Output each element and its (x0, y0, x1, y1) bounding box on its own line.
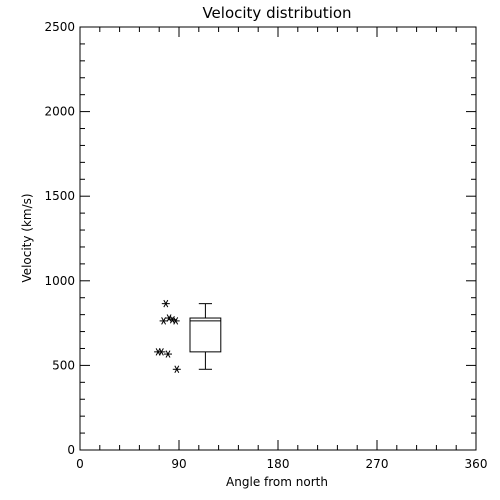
asterisk-stroke (174, 365, 180, 374)
x-tick-label: 270 (366, 457, 389, 471)
y-tick-label: 2500 (44, 20, 75, 34)
chart-title: Velocity distribution (202, 4, 351, 22)
x-axis-label: Angle from north (226, 475, 328, 489)
data-point-asterisk (164, 350, 172, 358)
scatter-points (154, 299, 181, 374)
axis-tick-labels: 0 90 180 270 360 0 500 1000 1500 2000 2500 (44, 20, 487, 471)
data-point-asterisk (157, 348, 166, 356)
asterisk-stroke (161, 317, 167, 325)
data-point-asterisk (159, 317, 168, 325)
y-axis-label: Velocity (km/s) (20, 193, 34, 282)
asterisk-stroke (169, 315, 175, 324)
asterisk-stroke (166, 314, 172, 322)
data-point-asterisk (161, 299, 170, 308)
y-tick-label: 500 (52, 358, 75, 372)
y-tick-label: 1500 (44, 189, 75, 203)
y-tick-label: 0 (67, 443, 75, 457)
x-tick-label: 180 (267, 457, 290, 471)
y-tick-label: 1000 (44, 274, 75, 288)
box-iqr (189, 317, 222, 353)
asterisk-stroke (173, 317, 179, 325)
asterisk-stroke (165, 350, 171, 358)
data-point-asterisk (171, 317, 180, 325)
x-tick-label: 0 (76, 457, 84, 471)
asterisk-stroke (163, 299, 169, 308)
x-tick-label: 90 (171, 457, 186, 471)
plot-frame (79, 26, 477, 451)
axis-ticks (79, 26, 477, 451)
asterisk-stroke (158, 348, 164, 356)
box-plot (189, 303, 222, 370)
data-point-asterisk (172, 365, 181, 374)
y-tick-label: 2000 (44, 105, 75, 119)
x-tick-label: 360 (465, 457, 488, 471)
